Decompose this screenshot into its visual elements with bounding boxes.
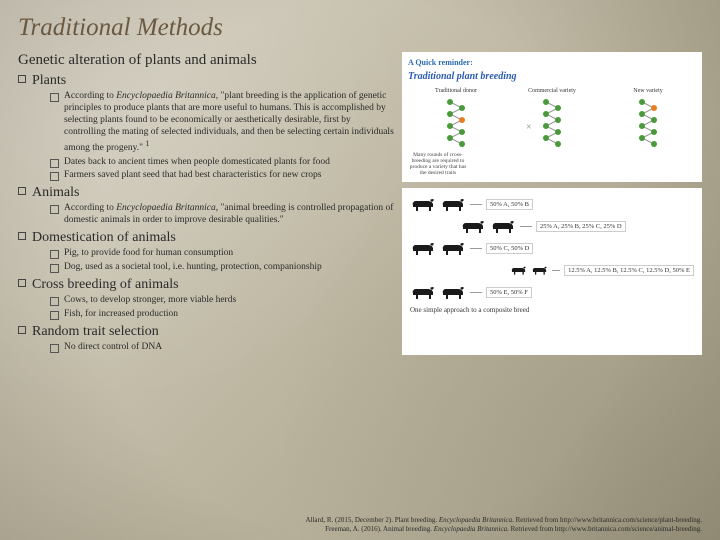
section-heading: Domestication of animals (18, 230, 394, 246)
section-heading: Animals (18, 185, 394, 201)
list-item: Farmers saved plant seed that had best c… (50, 170, 394, 182)
animal-breeding-diagram: 50% A, 50% B25% A, 25% B, 25% C, 25% D50… (402, 188, 702, 355)
breed-row: 50% A, 50% B (410, 196, 694, 212)
content-area: Genetic alteration of plants and animals… (18, 52, 702, 355)
section-heading: Random trait selection (18, 324, 394, 340)
breed-row: 25% A, 25% B, 25% C, 25% D (460, 218, 694, 234)
list-item: Fish, for increased production (50, 309, 394, 321)
connector-line (520, 226, 532, 227)
cow-icon (410, 240, 436, 256)
breed-label: 50% E, 50% F (486, 287, 532, 298)
breed-row: 50% E, 50% F (410, 284, 694, 300)
slide-title: Traditional Methods (18, 14, 702, 42)
breed-label: 50% C, 50% D (486, 243, 533, 254)
cow-icon (531, 262, 548, 278)
plant-breeding-diagram: A Quick reminder: Traditional plant bree… (402, 52, 702, 182)
diagram-column: A Quick reminder: Traditional plant bree… (402, 52, 702, 355)
checkbox-icon (18, 187, 26, 195)
list-item: Pig, to provide food for human consumpti… (50, 248, 394, 260)
connector-line (470, 248, 482, 249)
citations: Allard, R. (2015, December 2). Plant bre… (18, 516, 702, 534)
breed-label: 50% A, 50% B (486, 199, 533, 210)
list-item: Dates back to ancient times when people … (50, 157, 394, 169)
breed-row: 50% C, 50% D (410, 240, 694, 256)
citation-line: Allard, R. (2015, December 2). Plant bre… (18, 516, 702, 525)
text-column: Genetic alteration of plants and animals… (18, 52, 394, 355)
subtitle: Genetic alteration of plants and animals (18, 52, 394, 69)
breed-row: 12.5% A, 12.5% B, 12.5% C, 12.5% D, 50% … (510, 262, 694, 278)
section-heading: Cross breeding of animals (18, 277, 394, 293)
plant-column: Commercial variety× (504, 88, 600, 176)
cow-icon (410, 196, 436, 212)
plant-column: Traditional donorMany rounds of cross-br… (408, 88, 504, 176)
list-item: No direct control of DNA (50, 342, 394, 354)
checkbox-icon (18, 326, 26, 334)
plant-column: New variety (600, 88, 696, 176)
animal-diagram-caption: One simple approach to a composite breed (410, 306, 694, 314)
cow-icon (440, 284, 466, 300)
reminder-label: A Quick reminder: (408, 58, 696, 67)
section-heading: Plants (18, 73, 394, 89)
cow-icon (510, 262, 527, 278)
cow-icon (410, 284, 436, 300)
checkbox-icon (18, 232, 26, 240)
list-item: Dog, used as a societal tool, i.e. hunti… (50, 262, 394, 274)
cow-icon (440, 240, 466, 256)
breed-label: 12.5% A, 12.5% B, 12.5% C, 12.5% D, 50% … (564, 265, 694, 276)
checkbox-icon (18, 279, 26, 287)
breed-label: 25% A, 25% B, 25% C, 25% D (536, 221, 626, 232)
checkbox-icon (18, 75, 26, 83)
list-item: Cows, to develop stronger, more viable h… (50, 295, 394, 307)
plant-diagram-title: Traditional plant breeding (408, 71, 696, 82)
plant-caption: Many rounds of cross-breeding are requir… (408, 152, 468, 176)
cow-icon (440, 196, 466, 212)
list-item: According to Encyclopaedia Britannica, "… (50, 91, 394, 155)
connector-line (552, 270, 560, 271)
cow-icon (490, 218, 516, 234)
connector-line (470, 204, 482, 205)
list-item: According to Encyclopaedia Britannica, "… (50, 203, 394, 227)
connector-line (470, 292, 482, 293)
cow-icon (460, 218, 486, 234)
citation-line: Freeman, A. (2016). Animal breeding. Enc… (18, 525, 702, 534)
